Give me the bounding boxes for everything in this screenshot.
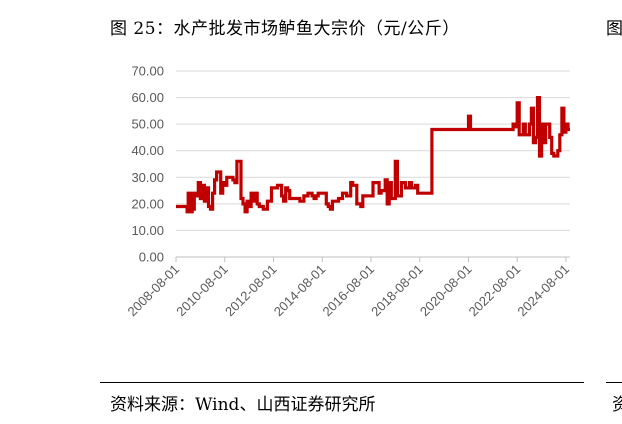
y-tick-label: 50.00 bbox=[131, 117, 164, 132]
y-tick-label: 40.00 bbox=[131, 143, 164, 158]
y-tick-label: 0.00 bbox=[139, 250, 164, 265]
x-axis-tick-labels: 2008-08-012010-08-012012-08-012014-08-01… bbox=[124, 262, 572, 320]
source-note: 资料来源：Wind、山西证券研究所 bbox=[110, 395, 376, 415]
y-tick-label: 20.00 bbox=[131, 196, 164, 211]
adjacent-figure-title-fragment: 图 bbox=[606, 19, 622, 36]
x-tick-label: 2012-08-01 bbox=[222, 262, 280, 320]
y-axis-tick-labels: 0.00 10.00 20.00 30.00 40.00 50.00 60.00 70.00 bbox=[131, 64, 164, 265]
x-tick-label: 2020-08-01 bbox=[417, 262, 475, 320]
y-tick-label: 60.00 bbox=[131, 90, 164, 105]
y-tick-label: 30.00 bbox=[131, 170, 164, 185]
figure-title: 图 25：水产批发市场鲈鱼大宗价（元/公斤） bbox=[110, 19, 460, 39]
gridlines bbox=[176, 70, 570, 231]
x-tick-label: 2024-08-01 bbox=[514, 262, 572, 320]
x-tick-label: 2016-08-01 bbox=[319, 262, 377, 320]
series-area bbox=[176, 96, 570, 214]
series-line bbox=[176, 96, 570, 214]
x-tick-label: 2018-08-01 bbox=[368, 262, 426, 320]
y-tick-label: 70.00 bbox=[131, 64, 164, 79]
y-tick-label: 10.00 bbox=[131, 223, 164, 238]
x-tick-label: 2022-08-01 bbox=[466, 262, 524, 320]
x-tick-label: 2010-08-01 bbox=[173, 262, 231, 320]
adjacent-source-fragment: 资 bbox=[612, 395, 622, 412]
x-axis bbox=[175, 256, 570, 262]
adjacent-figure-rule bbox=[606, 382, 622, 383]
bottom-rule bbox=[100, 382, 584, 383]
x-tick-label: 2008-08-01 bbox=[124, 262, 182, 320]
x-tick-label: 2014-08-01 bbox=[271, 262, 329, 320]
